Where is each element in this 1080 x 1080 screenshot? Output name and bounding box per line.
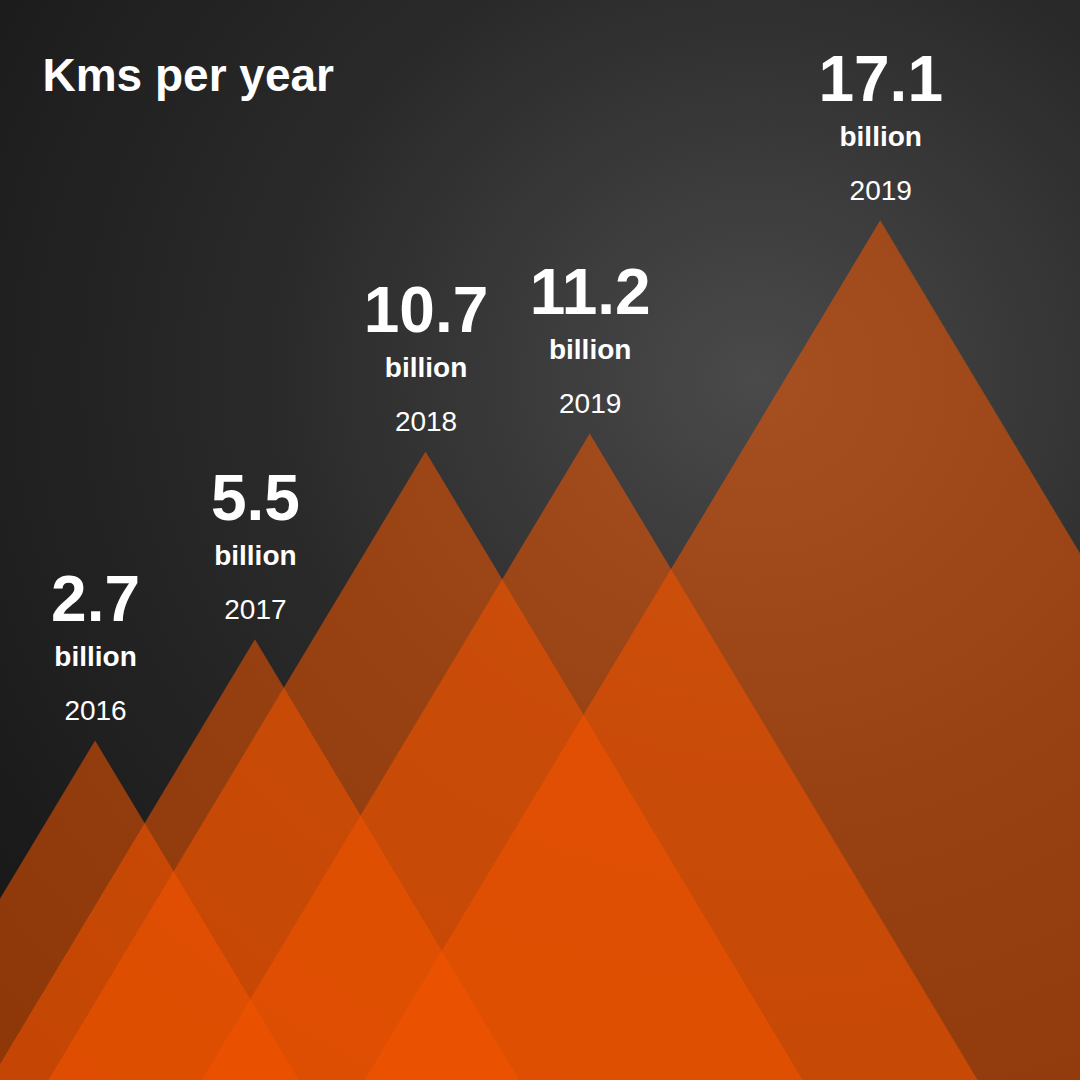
svg-text:billion: billion: [839, 121, 921, 152]
svg-text:5.5: 5.5: [211, 462, 300, 534]
svg-text:2018: 2018: [395, 406, 457, 437]
svg-text:10.7: 10.7: [364, 274, 489, 346]
svg-text:Kms per year: Kms per year: [43, 49, 335, 101]
svg-text:2019: 2019: [850, 175, 912, 206]
svg-text:2.7: 2.7: [51, 563, 140, 635]
svg-text:billion: billion: [385, 352, 467, 383]
svg-text:2016: 2016: [64, 695, 126, 726]
svg-text:billion: billion: [549, 334, 631, 365]
svg-text:11.2: 11.2: [530, 256, 651, 328]
svg-text:17.1: 17.1: [818, 43, 943, 115]
svg-text:billion: billion: [54, 641, 136, 672]
svg-text:2019: 2019: [559, 388, 621, 419]
svg-text:2017: 2017: [224, 594, 286, 625]
svg-text:billion: billion: [214, 540, 296, 571]
